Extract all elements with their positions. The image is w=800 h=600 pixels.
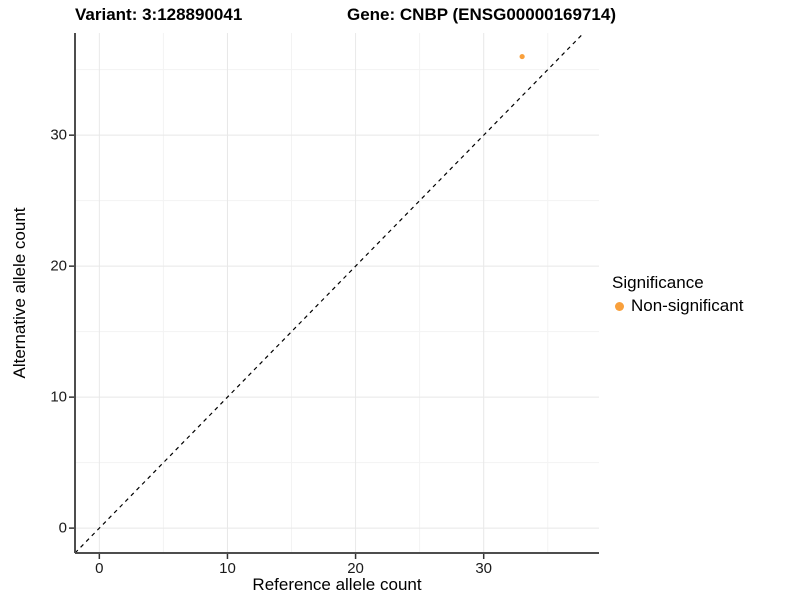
legend-item-label: Non-significant [631,296,744,315]
non-significant-dot-icon [615,301,624,311]
x-tick-label: 10 [219,560,236,577]
y-tick-label: 0 [58,519,67,537]
data-point [519,53,525,60]
identity-line [74,32,585,554]
x-tick-label: 0 [95,560,104,577]
legend: Significance Non-significant [612,273,743,316]
y-tick-label: 30 [50,126,67,144]
variant-title: Variant: 3:128890041 [75,5,243,24]
legend-title: Significance [612,273,704,292]
gene-title: Gene: CNBP (ENSG00000169714) [347,5,616,24]
x-axis-title: Reference allele count [252,575,422,594]
y-axis-title: Alternative allele count [10,207,29,379]
x-tick-label: 20 [347,560,364,577]
x-tick-label: 30 [475,560,493,577]
legend-item-non-significant: Non-significant [612,296,743,316]
y-tick-label: 10 [50,388,67,406]
y-tick-label: 20 [50,257,67,275]
